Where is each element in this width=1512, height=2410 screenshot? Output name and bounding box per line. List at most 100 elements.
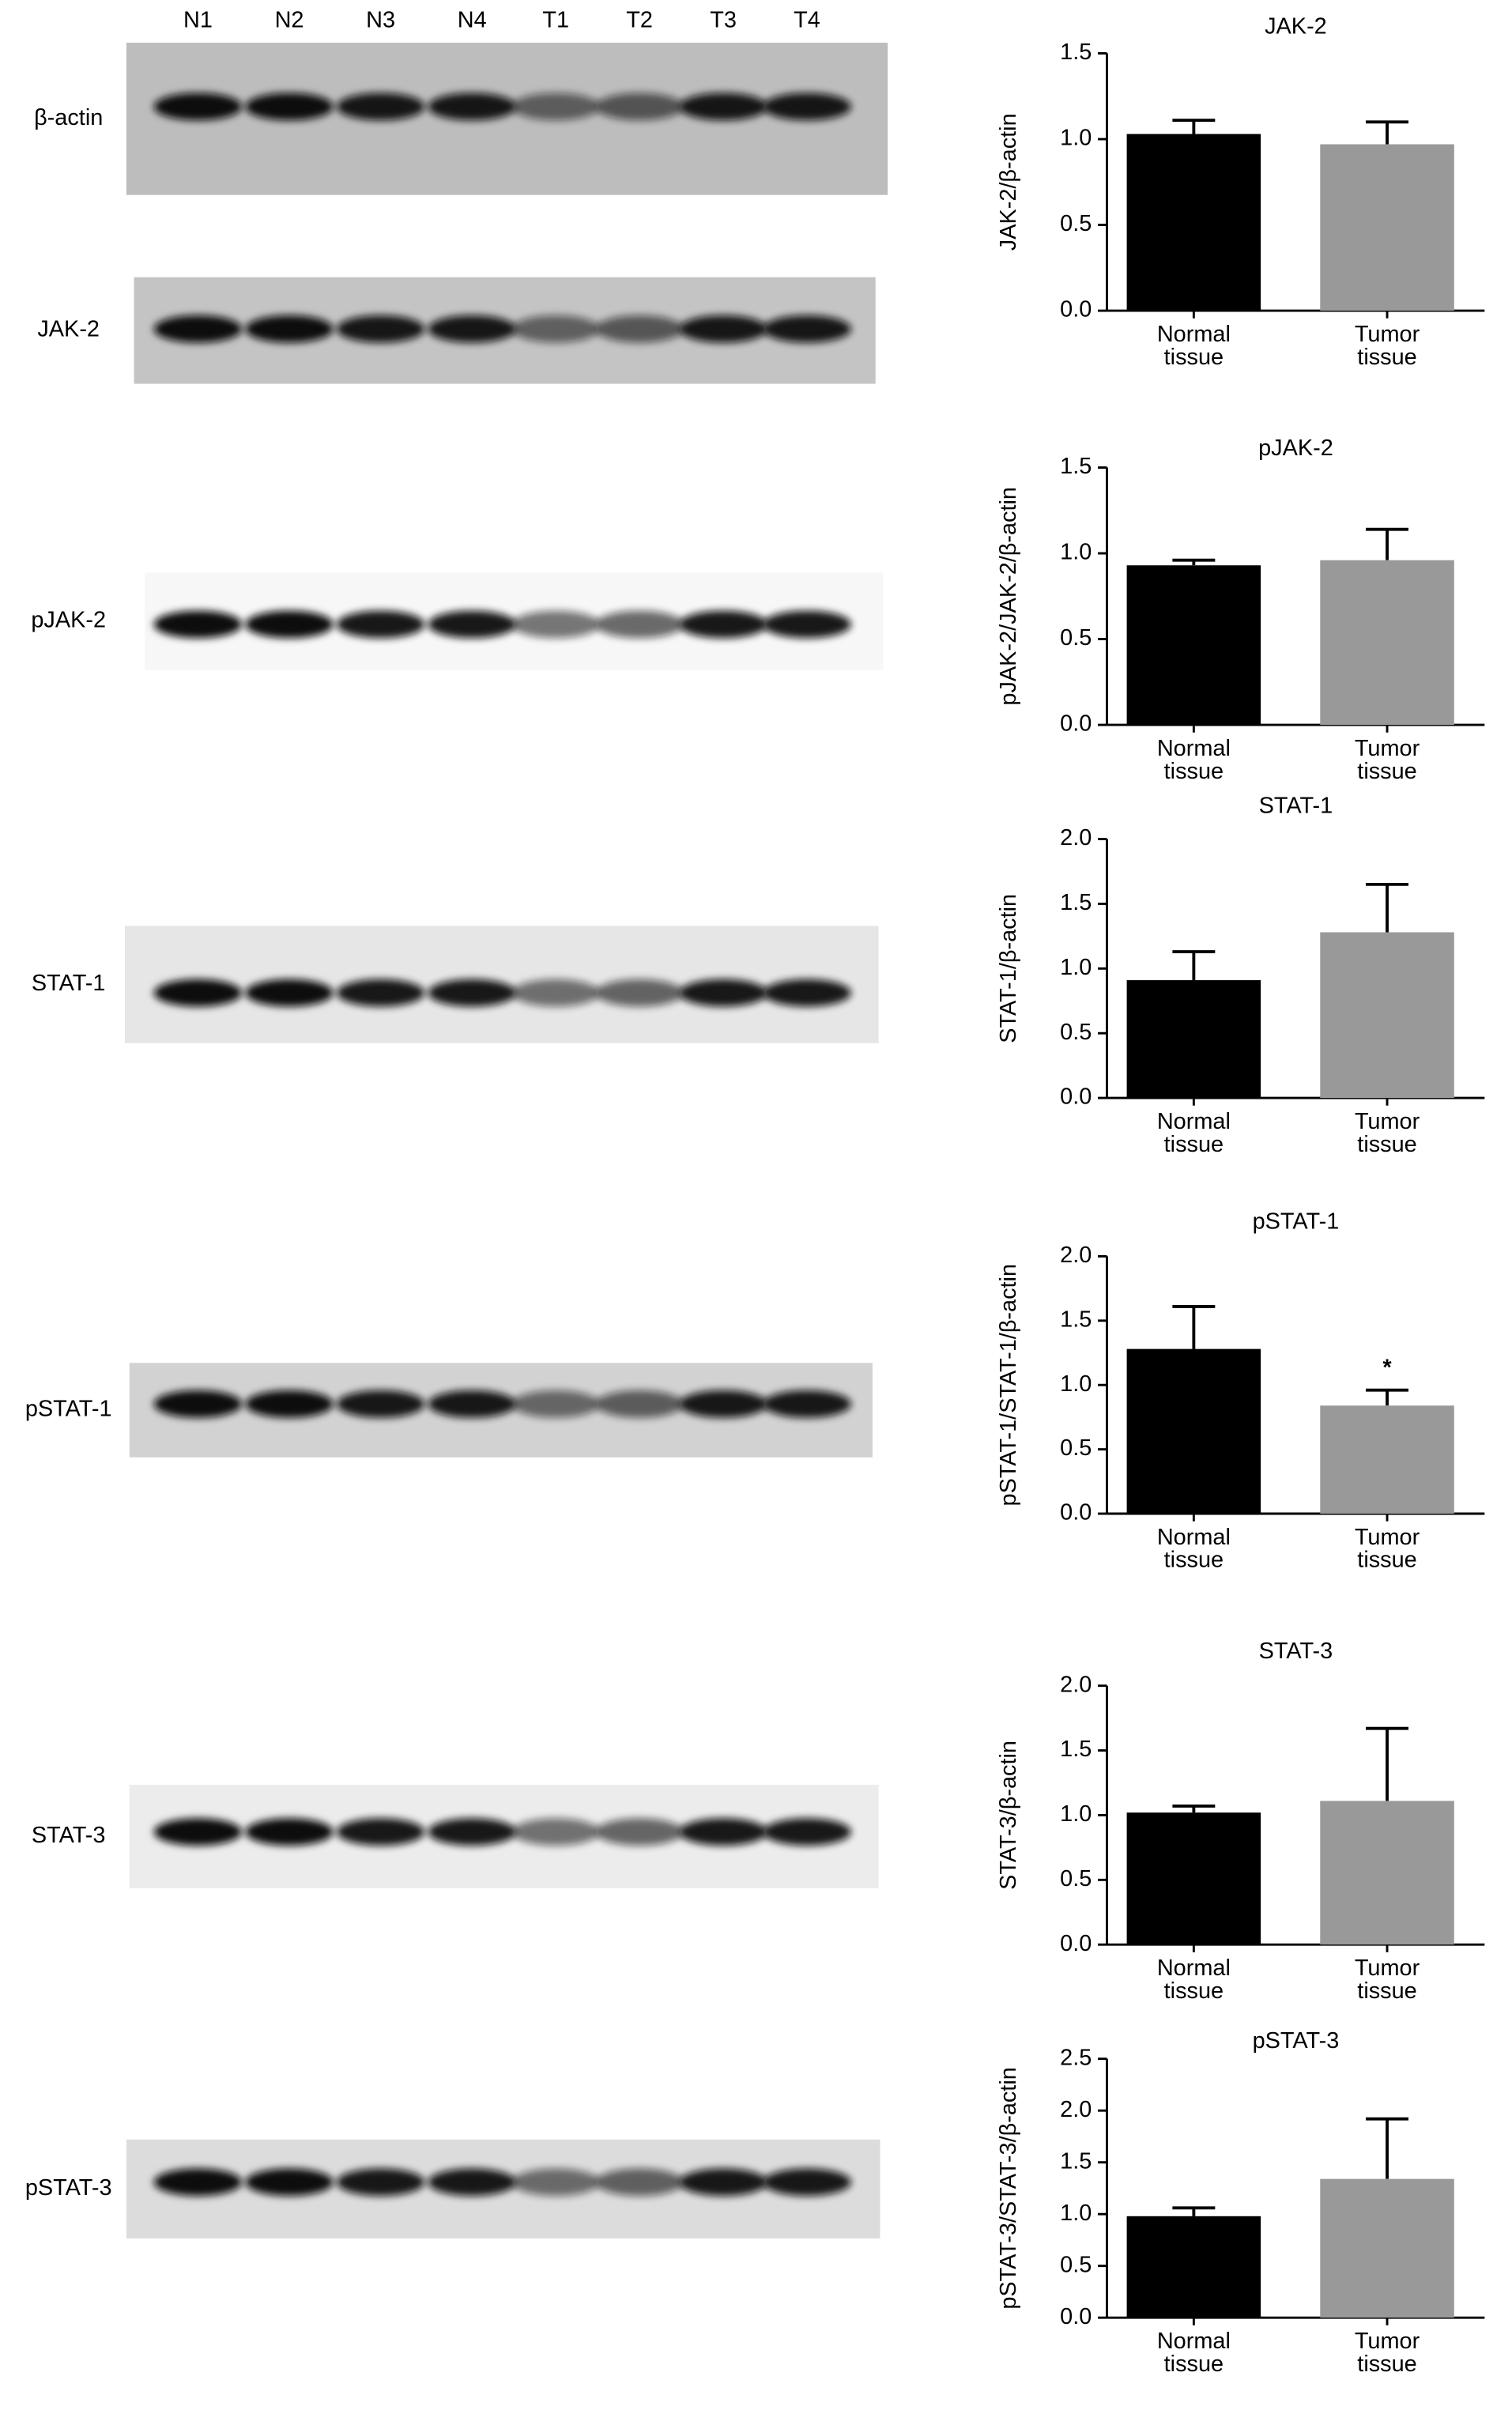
chart-title: pSTAT-3 (1253, 2028, 1340, 2054)
band (763, 2168, 851, 2197)
x-tick-label: Normal tissue (1157, 736, 1231, 784)
band (595, 1390, 684, 1418)
band (763, 610, 851, 639)
x-tick-label-line: tissue (1164, 1978, 1224, 2004)
band (511, 315, 601, 343)
band (245, 1818, 334, 1846)
y-tick-label: 1.0 (1060, 540, 1092, 565)
band (245, 610, 334, 639)
chart-title: STAT-3 (1259, 1639, 1333, 1664)
y-tick-label: 1.0 (1060, 2201, 1092, 2226)
band (336, 92, 425, 121)
y-tick-label: 1.0 (1060, 1801, 1092, 1827)
band (245, 315, 334, 343)
band (511, 610, 601, 639)
band (595, 1818, 684, 1846)
x-tick-label-line: Normal (1157, 736, 1231, 761)
y-axis-label: STAT-1/β-actin (996, 894, 1021, 1043)
y-tick-label: 0.5 (1060, 1435, 1092, 1461)
bar (1126, 1812, 1261, 1945)
band (679, 1818, 767, 1846)
band (763, 92, 851, 121)
x-tick-label-line: tissue (1164, 758, 1224, 783)
band (153, 92, 243, 121)
blot-image (126, 43, 888, 195)
y-axis-label: STAT-3/β-actin (996, 1741, 1021, 1890)
band (679, 92, 767, 121)
x-tick-label-line: tissue (1357, 1547, 1416, 1572)
y-axis-label: JAK-2/β-actin (996, 113, 1021, 251)
x-tick-label-line: Normal (1157, 1109, 1231, 1134)
x-tick-label-line: tissue (1357, 2352, 1416, 2377)
x-tick-label: Normal tissue (1157, 2329, 1231, 2377)
x-tick-label: Normal tissue (1157, 322, 1231, 370)
significance-marker: * (1382, 1355, 1392, 1380)
x-tick-label-line: tissue (1357, 1978, 1416, 2004)
x-tick-label-line: Tumor (1355, 1524, 1420, 1549)
band (511, 92, 601, 121)
y-axis-label: pJAK-2/JAK-2/β-actin (996, 487, 1021, 706)
band (763, 979, 851, 1007)
band (245, 1390, 334, 1418)
blot-label: β-actin (34, 105, 103, 130)
x-tick-label-line: tissue (1164, 1547, 1224, 1572)
x-tick-label: Tumor tissue (1355, 1109, 1420, 1157)
band (763, 1390, 851, 1418)
band (595, 315, 684, 343)
band (679, 610, 767, 639)
y-tick-label: 0.5 (1060, 211, 1092, 236)
lane-label: T4 (794, 8, 820, 33)
y-tick-label: 0.0 (1060, 297, 1092, 322)
y-tick-label: 1.5 (1060, 40, 1092, 65)
y-tick-label: 2.5 (1060, 2045, 1092, 2070)
chart-title: pSTAT-1 (1253, 1209, 1340, 1235)
y-tick-label: 2.0 (1060, 1243, 1092, 1268)
band (336, 2168, 425, 2197)
band (679, 2168, 767, 2197)
x-tick-label-line: Tumor (1355, 736, 1420, 761)
band (511, 979, 601, 1007)
band (428, 315, 517, 343)
band (595, 92, 684, 121)
x-tick-label-line: Tumor (1355, 1109, 1420, 1134)
lane-label: T2 (626, 8, 653, 33)
x-tick-label-line: tissue (1164, 2352, 1224, 2377)
band (428, 2168, 517, 2197)
x-tick-label-line: Normal (1157, 2329, 1231, 2354)
x-tick-label: Tumor tissue (1355, 322, 1420, 370)
y-axis-label: pSTAT-1/STAT-1/β-actin (996, 1264, 1021, 1507)
band (763, 1818, 851, 1846)
y-tick-label: 1.5 (1060, 2148, 1092, 2174)
blot-label: STAT-3 (32, 1823, 106, 1848)
bar (1320, 560, 1454, 726)
x-tick-label: Normal tissue (1157, 1956, 1231, 2004)
y-tick-label: 0.5 (1060, 625, 1092, 651)
y-tick-label: 0.5 (1060, 1020, 1092, 1045)
chart-title: STAT-1 (1259, 794, 1333, 819)
x-tick-label-line: Tumor (1355, 2329, 1420, 2354)
x-tick-label: Tumor tissue (1355, 2329, 1420, 2377)
band (595, 610, 684, 639)
chart-title: pJAK-2 (1258, 436, 1333, 461)
y-tick-label: 1.0 (1060, 1371, 1092, 1397)
bar (1126, 134, 1261, 311)
x-tick-label-line: tissue (1164, 1131, 1224, 1156)
lane-label: N2 (275, 8, 304, 33)
bar (1320, 932, 1454, 1099)
blot-label: pSTAT-1 (25, 1397, 112, 1422)
y-tick-label: 1.0 (1060, 126, 1092, 151)
x-tick-label: Tumor tissue (1355, 1524, 1420, 1572)
band (153, 315, 243, 343)
band (245, 92, 334, 121)
band (336, 1818, 425, 1846)
chart-title: JAK-2 (1265, 13, 1327, 39)
band (763, 315, 851, 343)
x-tick-label-line: tissue (1357, 758, 1416, 783)
y-tick-label: 0.0 (1060, 711, 1092, 737)
band (153, 1818, 243, 1846)
band (336, 315, 425, 343)
band (153, 610, 243, 639)
y-tick-label: 2.0 (1060, 2097, 1092, 2122)
y-tick-label: 2.0 (1060, 825, 1092, 850)
